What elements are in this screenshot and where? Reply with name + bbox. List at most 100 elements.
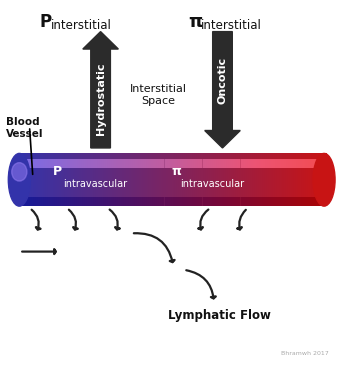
Bar — [253, 159, 255, 168]
Bar — [148, 197, 150, 206]
Bar — [316, 153, 318, 206]
Bar — [62, 153, 64, 206]
Bar — [218, 159, 220, 168]
Bar — [222, 153, 224, 206]
Bar — [272, 153, 274, 206]
Bar — [240, 197, 242, 206]
Bar — [193, 197, 195, 206]
Bar — [76, 197, 78, 206]
Bar — [21, 159, 23, 168]
Bar — [58, 153, 60, 206]
Bar — [86, 153, 88, 206]
Bar — [258, 153, 260, 206]
Bar — [88, 159, 90, 168]
Bar — [115, 153, 117, 206]
Bar — [19, 153, 21, 206]
Bar — [97, 159, 99, 168]
Bar — [260, 159, 262, 168]
Bar — [25, 153, 27, 206]
Bar — [166, 159, 168, 168]
Bar — [191, 159, 193, 168]
Bar — [66, 153, 68, 206]
Bar — [283, 197, 285, 206]
Bar — [239, 159, 241, 168]
Bar — [66, 197, 68, 206]
Bar — [240, 159, 242, 168]
Bar — [270, 159, 272, 168]
Bar — [35, 153, 37, 206]
Bar — [295, 153, 297, 206]
Bar — [201, 153, 203, 206]
Bar — [137, 153, 139, 206]
Bar — [49, 197, 51, 206]
Bar — [220, 159, 222, 168]
Bar — [132, 153, 134, 206]
Bar — [253, 153, 255, 206]
Bar — [178, 159, 180, 168]
Bar — [189, 197, 191, 206]
Bar — [44, 153, 46, 206]
Bar — [123, 197, 125, 206]
Bar — [218, 153, 220, 206]
Bar — [121, 197, 123, 206]
Bar — [186, 159, 188, 168]
Bar — [71, 197, 73, 206]
Bar — [170, 159, 172, 168]
Bar — [259, 197, 261, 206]
Bar — [126, 153, 129, 206]
Bar — [125, 153, 128, 206]
Bar — [195, 159, 197, 168]
Bar — [84, 153, 86, 206]
Bar — [134, 197, 136, 206]
Bar — [209, 159, 211, 168]
Bar — [104, 153, 106, 206]
Bar — [184, 159, 186, 168]
Bar — [115, 197, 117, 206]
Bar — [19, 159, 21, 168]
Bar — [131, 159, 133, 168]
Bar — [325, 197, 327, 206]
Bar — [54, 197, 56, 206]
Bar — [139, 197, 141, 206]
Bar — [167, 153, 169, 206]
Bar — [108, 197, 110, 206]
Bar — [288, 197, 290, 206]
Bar — [114, 153, 116, 206]
Bar — [21, 153, 23, 206]
Bar — [221, 197, 223, 206]
Bar — [230, 153, 232, 206]
Bar — [91, 159, 94, 168]
Bar — [118, 197, 120, 206]
Bar — [229, 197, 231, 206]
Bar — [64, 153, 66, 206]
Bar — [216, 153, 218, 206]
Bar — [297, 159, 299, 168]
Bar — [212, 159, 214, 168]
Bar — [26, 153, 28, 206]
Bar — [172, 197, 174, 206]
Bar — [325, 159, 327, 168]
Bar — [237, 197, 239, 206]
Bar — [280, 159, 283, 168]
Bar — [23, 197, 25, 206]
Bar — [233, 197, 235, 206]
Bar — [52, 197, 54, 206]
Bar — [153, 197, 155, 206]
Bar — [82, 159, 84, 168]
Bar — [308, 159, 310, 168]
Bar — [213, 197, 215, 206]
Bar — [293, 159, 295, 168]
Bar — [273, 197, 275, 206]
Bar — [41, 159, 43, 168]
Bar — [168, 153, 170, 206]
Bar — [74, 197, 76, 206]
Bar — [129, 159, 131, 168]
Bar — [114, 159, 116, 168]
Bar — [171, 159, 173, 168]
Bar — [28, 153, 30, 206]
Bar — [256, 159, 258, 168]
Bar — [258, 159, 260, 168]
Bar — [152, 153, 154, 206]
Text: Oncotic: Oncotic — [218, 57, 227, 104]
Bar — [272, 197, 274, 206]
